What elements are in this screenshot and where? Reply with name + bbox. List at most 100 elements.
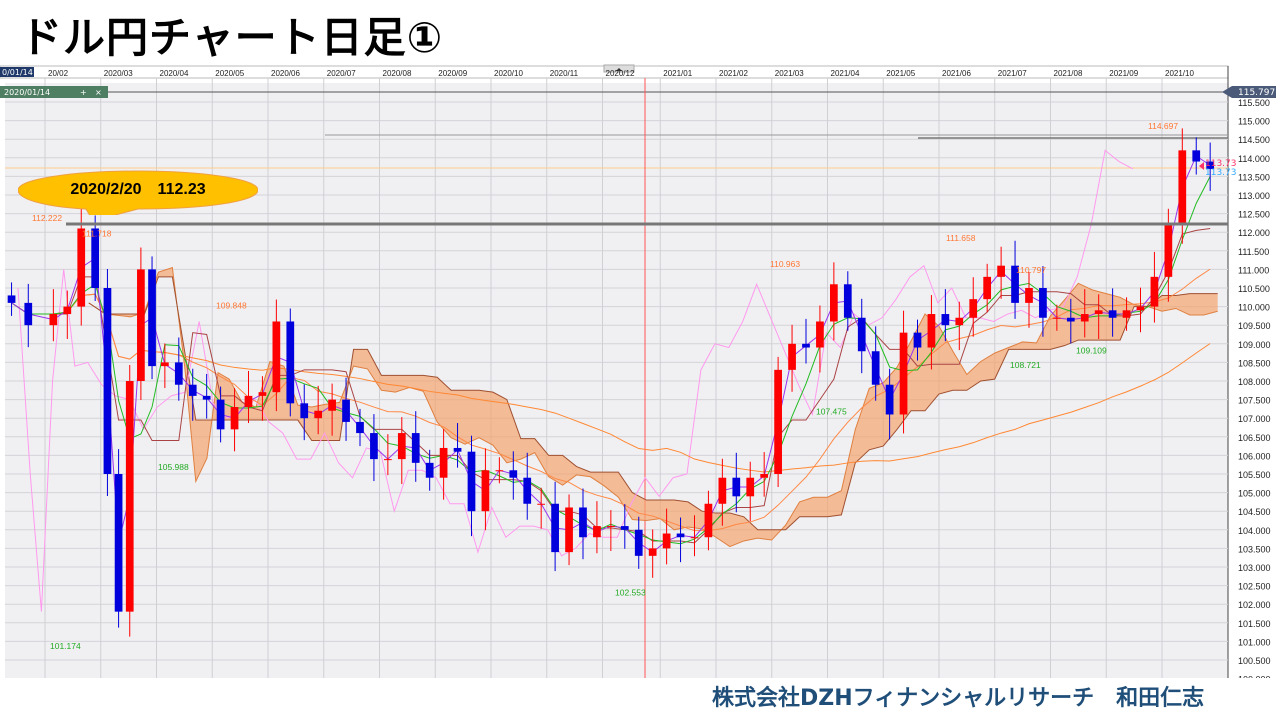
candle-body	[955, 317, 964, 326]
candle-body	[425, 462, 434, 478]
price-annotation: 111.658	[946, 233, 976, 243]
candle-body	[816, 321, 824, 348]
candle-body	[746, 477, 755, 497]
x-tick-label: 2021/06	[942, 69, 971, 78]
y-tick-label: 114.000	[1238, 154, 1270, 164]
candle-body	[843, 284, 852, 318]
y-tick-label: 102.500	[1238, 582, 1271, 592]
candle-body	[300, 403, 309, 419]
price-annotation: 102.553	[615, 588, 646, 598]
cloud-span-b	[88, 276, 1218, 531]
candle-body	[969, 299, 978, 318]
x-tick-label: 20/02	[48, 69, 69, 78]
candle-body	[509, 470, 518, 478]
candle-body	[495, 470, 504, 472]
x-tick-label: 2021/04	[831, 69, 860, 78]
price-annotation: 110.963	[770, 259, 800, 269]
candle-body	[1192, 150, 1201, 162]
y-tick-label: 106.500	[1238, 433, 1271, 443]
candle-body	[114, 474, 123, 612]
last-price-label: 113.73	[1205, 159, 1237, 169]
x-tick-label: 2021/03	[775, 69, 804, 78]
y-tick-label: 108.500	[1238, 358, 1271, 368]
x-tick-label: 2021/07	[998, 69, 1027, 78]
y-tick-label: 113.000	[1238, 191, 1270, 201]
marker-tag	[0, 86, 108, 98]
candle-body	[690, 537, 699, 539]
mid-moving-average	[11, 268, 1211, 532]
candle-body	[328, 399, 336, 411]
x-tick-label: 2020/09	[438, 69, 467, 78]
candle-body	[718, 477, 727, 504]
candle-body	[983, 276, 992, 300]
y-tick-label: 108.000	[1238, 377, 1271, 387]
price-annotation: 101.174	[50, 641, 81, 651]
candle-body	[148, 269, 156, 367]
candle-body	[370, 433, 378, 460]
candle-body	[63, 306, 72, 315]
candle-body	[24, 302, 33, 326]
y-tick-label: 107.500	[1238, 396, 1271, 406]
candle-body	[1025, 288, 1033, 303]
candle-body	[286, 321, 295, 404]
callout-shape	[18, 170, 258, 215]
candle-body	[174, 362, 183, 385]
candle-body	[1039, 288, 1047, 318]
candle-body	[49, 314, 58, 326]
y-tick-label: 110.000	[1238, 303, 1270, 313]
x-tick-label: 2021/09	[1109, 69, 1138, 78]
x-tick-label: 2020/07	[327, 69, 356, 78]
price-annotation: 108.721	[1010, 360, 1041, 370]
x-tick-label: 2020/10	[494, 69, 523, 78]
candle-body	[1164, 224, 1173, 277]
candle-body	[342, 399, 350, 422]
candle-body	[103, 288, 112, 474]
candle-body	[620, 526, 629, 530]
x-tick-label: 2020/06	[271, 69, 300, 78]
candle-body	[941, 314, 950, 326]
y-tick-label: 101.500	[1238, 619, 1271, 629]
candle-body	[760, 474, 769, 478]
candle-body	[7, 295, 16, 303]
candle-body	[607, 526, 615, 528]
candle-body	[1122, 310, 1131, 318]
candle-body	[579, 507, 587, 538]
candle-body	[1053, 317, 1061, 319]
candle-body	[258, 392, 267, 396]
candle-body	[648, 548, 657, 556]
candle-body	[593, 526, 601, 538]
candle-body	[1066, 317, 1075, 322]
candle-body	[384, 459, 392, 461]
last-price-label: 113.73	[1205, 168, 1237, 178]
price-annotation: 105.988	[158, 462, 189, 472]
price-annotation: 109.848	[216, 300, 247, 310]
x-tick-label: 2021/05	[886, 69, 915, 78]
candle-body	[453, 447, 462, 452]
x-tick-label: 2020/11	[550, 69, 579, 78]
x-tick-label: 2020/12	[606, 69, 635, 78]
candle-body	[188, 384, 197, 396]
candle-body	[202, 395, 211, 400]
price-annotation: 107.475	[816, 407, 847, 417]
y-tick-label: 109.500	[1238, 321, 1271, 331]
candle-body	[125, 381, 134, 612]
candle-body	[272, 321, 281, 393]
candle-body	[857, 317, 866, 352]
y-tick-label: 104.500	[1238, 507, 1271, 517]
candle-body	[997, 265, 1005, 277]
candle-body	[676, 533, 685, 538]
author-credit: 株式会社DZHフィナンシャルリサーチ 和田仁志	[712, 686, 1205, 711]
cursor-date-box	[0, 67, 34, 77]
price-annotation: 112.222	[32, 213, 62, 223]
x-tick-label: 2021/08	[1054, 69, 1083, 78]
y-tick-label: 112.500	[1238, 210, 1270, 220]
current-price-tag	[1222, 86, 1276, 98]
y-tick-label: 100.000	[1238, 675, 1271, 678]
scroll-up-icon	[616, 68, 622, 71]
x-tick-label: 2021/01	[663, 69, 692, 78]
candle-body	[356, 421, 364, 434]
candle-body	[411, 433, 420, 463]
y-tick-label: 102.000	[1238, 600, 1271, 610]
y-tick-label: 115.500	[1238, 98, 1270, 108]
candle-body	[537, 503, 546, 505]
